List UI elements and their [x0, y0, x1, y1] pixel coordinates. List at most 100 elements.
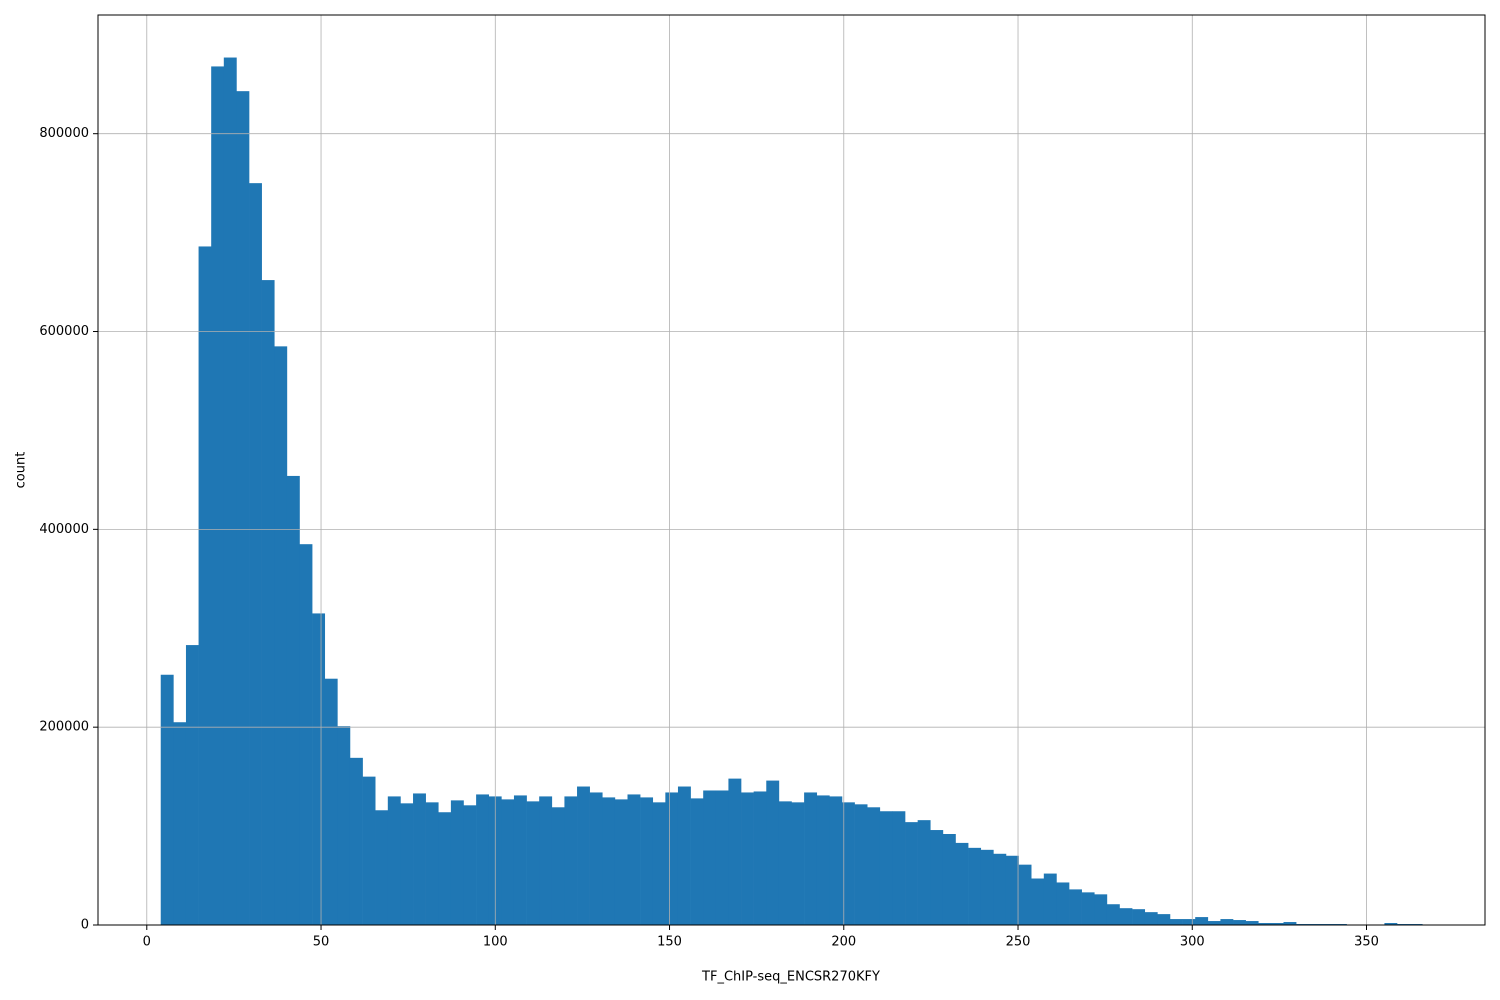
bar [930, 830, 944, 925]
bar [993, 853, 1007, 925]
bar [577, 786, 590, 925]
bar [324, 678, 338, 925]
y-axis-label: count [14, 452, 29, 489]
bar [1207, 921, 1221, 925]
bar [1005, 855, 1019, 925]
bar [438, 812, 452, 925]
x-tick-label: 50 [313, 935, 330, 950]
bar [816, 795, 830, 925]
bar [589, 792, 603, 925]
bar [778, 801, 792, 925]
bar [476, 794, 490, 925]
y-tick-label: 200000 [39, 720, 89, 735]
bar [551, 807, 565, 925]
bar [249, 183, 262, 926]
bar [1043, 873, 1057, 925]
bar [1169, 919, 1183, 925]
bar [223, 57, 237, 926]
y-tick-label: 400000 [39, 522, 89, 537]
bar [968, 847, 982, 925]
bar [614, 799, 628, 925]
bar [867, 807, 881, 925]
x-tick-label: 100 [483, 935, 508, 950]
bar [652, 802, 666, 925]
bar [173, 722, 187, 925]
bar [463, 805, 477, 925]
bar [703, 790, 717, 925]
bar [236, 91, 250, 926]
bar [854, 804, 868, 925]
bar [526, 801, 540, 925]
plot-frame [97, 14, 1486, 926]
bar [1031, 878, 1045, 925]
bar [312, 613, 326, 925]
bar [1119, 908, 1133, 925]
x-tick-label: 150 [657, 935, 682, 950]
bar [1018, 864, 1032, 925]
bar [387, 796, 401, 925]
bar [211, 66, 225, 925]
bar [1056, 882, 1070, 925]
bar [413, 793, 426, 925]
bar [1270, 923, 1284, 925]
bar [892, 811, 906, 925]
x-tick-label: 350 [1354, 935, 1379, 950]
bar [1106, 904, 1120, 925]
bar [728, 778, 742, 925]
bar [337, 726, 351, 925]
bar [160, 674, 174, 925]
bar [274, 346, 288, 925]
bar [1283, 922, 1297, 925]
bar [1094, 894, 1108, 925]
bar [1157, 914, 1171, 925]
bar [753, 791, 767, 925]
bar [665, 792, 679, 925]
x-tick-label: 250 [1006, 935, 1031, 950]
bar [766, 780, 780, 925]
bar [375, 810, 389, 925]
bar [349, 757, 363, 925]
x-tick-label: 300 [1180, 935, 1205, 950]
bar [362, 776, 376, 925]
bar [942, 834, 956, 925]
bar [185, 645, 199, 925]
bar [501, 799, 515, 925]
bar [791, 802, 805, 925]
bar [1220, 919, 1234, 925]
bar [286, 475, 300, 925]
bar [299, 544, 313, 925]
bar [1069, 889, 1082, 925]
bar [1245, 921, 1259, 925]
bar [1195, 917, 1209, 925]
bar [1144, 912, 1158, 925]
y-tick-label: 800000 [39, 126, 89, 141]
bar [690, 798, 704, 925]
bar [715, 790, 729, 925]
bar [513, 795, 527, 925]
bar [539, 796, 553, 925]
bar [905, 822, 918, 925]
bar [804, 792, 818, 925]
x-tick-label: 200 [831, 935, 856, 950]
bar [741, 792, 754, 925]
bar [602, 797, 616, 925]
y-tick-label: 0 [81, 918, 89, 933]
bar [1081, 892, 1095, 925]
bar [1132, 909, 1146, 925]
bar [1258, 923, 1272, 925]
bar [400, 803, 414, 925]
bar [261, 280, 275, 926]
y-tick-label: 600000 [39, 324, 89, 339]
bar [917, 820, 931, 925]
bar [564, 796, 578, 925]
bar [955, 842, 969, 925]
bar [640, 797, 654, 925]
bar [1233, 920, 1246, 925]
x-tick-label: 0 [143, 935, 151, 950]
bar [198, 246, 212, 925]
x-axis-label: TF_ChIP-seq_ENCSR270KFY [701, 970, 880, 985]
bar [980, 849, 994, 925]
bar [1384, 923, 1398, 925]
